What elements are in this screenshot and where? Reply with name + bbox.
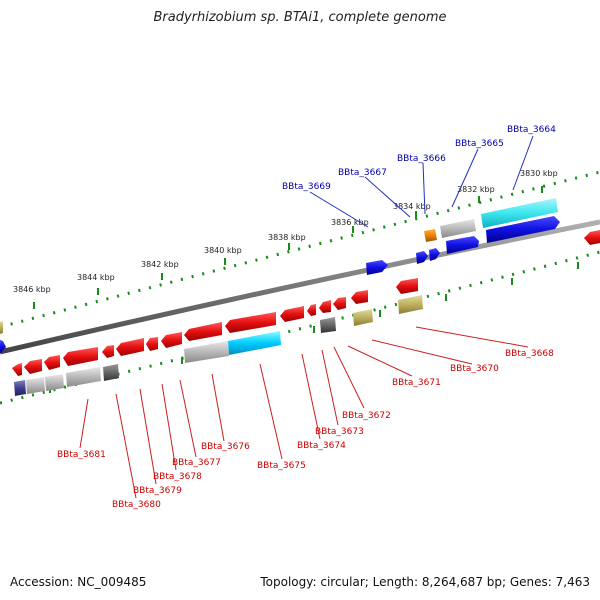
reverse-gene [66, 367, 101, 387]
reverse-strand-genes [0, 230, 600, 396]
reverse-gene [225, 312, 276, 333]
reverse-gene [228, 331, 281, 355]
outer-ruler-track [0, 170, 600, 329]
reverse-gene [184, 341, 229, 363]
ruler-label: 3834 kbp [393, 202, 431, 211]
map-title: Bradyrhizobium sp. BTAi1, complete genom… [153, 10, 447, 25]
reverse-gene [319, 300, 331, 313]
gene-label-bbta-3670[interactable]: BBta_3670 [450, 364, 499, 374]
reverse-gene [320, 317, 336, 333]
gene-label-bbta-3677[interactable]: BBta_3677 [172, 458, 221, 468]
forward-gene [481, 198, 558, 228]
reverse-gene [146, 337, 158, 351]
genome-summary: Topology: circular; Length: 8,264,687 bp… [260, 575, 590, 589]
bottom-label-leaders [79, 326, 529, 499]
gene-label-bbta-3664[interactable]: BBta_3664 [507, 125, 556, 135]
accession-text: Accession: NC_009485 [10, 575, 147, 589]
gene-label-bbta-3666[interactable]: BBta_3666 [397, 154, 446, 164]
forward-gene [366, 260, 388, 275]
gene-label-bbta-3665[interactable]: BBta_3665 [455, 139, 504, 149]
forward-gene [429, 248, 440, 261]
outer-ruler-major-ticks [33, 186, 543, 309]
gene-label-bbta-3673[interactable]: BBta_3673 [315, 427, 364, 437]
forward-gene [486, 216, 560, 243]
reverse-gene [63, 347, 98, 366]
gene-label-bbta-3669[interactable]: BBta_3669 [282, 182, 331, 192]
reverse-gene [333, 297, 346, 310]
reverse-gene [14, 380, 26, 396]
reverse-gene [353, 309, 373, 326]
reverse-gene [102, 345, 114, 358]
ruler-label: 3832 kbp [457, 185, 495, 194]
ruler-label: 3842 kbp [141, 260, 179, 269]
reverse-gene [116, 338, 144, 356]
gene-label-bbta-3668[interactable]: BBta_3668 [505, 349, 554, 359]
ruler-label: 3830 kbp [520, 169, 558, 178]
forward-gene [416, 251, 428, 264]
gene-label-bbta-3672[interactable]: BBta_3672 [342, 411, 391, 421]
gene-label-bbta-3671[interactable]: BBta_3671 [392, 378, 441, 388]
ruler-label: 3838 kbp [268, 233, 306, 242]
reverse-gene [103, 364, 119, 381]
reverse-gene [44, 355, 60, 370]
reverse-gene [351, 290, 368, 304]
gene-label-bbta-3667[interactable]: BBta_3667 [338, 168, 387, 178]
reverse-gene [45, 374, 64, 391]
inner-ruler-track [0, 250, 600, 405]
gene-label-bbta-3681[interactable]: BBta_3681 [57, 450, 106, 460]
forward-gene [446, 236, 479, 254]
ruler-label: 3836 kbp [331, 218, 369, 227]
gene-label-bbta-3680[interactable]: BBta_3680 [112, 500, 161, 510]
reverse-gene [396, 278, 418, 294]
forward-gene [0, 340, 6, 353]
reverse-gene [24, 359, 42, 374]
gene-label-bbta-3676[interactable]: BBta_3676 [201, 442, 250, 452]
reverse-gene [184, 322, 222, 341]
gene-label-bbta-3679[interactable]: BBta_3679 [133, 486, 182, 496]
gene-label-bbta-3674[interactable]: BBta_3674 [297, 441, 346, 451]
forward-gene [440, 219, 476, 238]
ruler-label: 3840 kbp [204, 246, 242, 255]
reverse-gene [161, 332, 182, 348]
ruler-label: 3846 kbp [13, 285, 51, 294]
genome-backbone [0, 219, 600, 355]
reverse-gene [26, 377, 45, 394]
forward-gene [424, 229, 437, 242]
reverse-gene [280, 306, 304, 322]
reverse-gene [12, 363, 22, 376]
top-label-leaders [309, 135, 534, 228]
reverse-gene [398, 295, 423, 314]
reverse-gene [307, 304, 316, 316]
gene-label-bbta-3678[interactable]: BBta_3678 [153, 472, 202, 482]
gene-label-bbta-3675[interactable]: BBta_3675 [257, 461, 306, 471]
reverse-gene [0, 321, 3, 334]
reverse-gene [584, 230, 600, 245]
forward-strand-genes [0, 198, 560, 353]
ruler-label: 3844 kbp [77, 273, 115, 282]
